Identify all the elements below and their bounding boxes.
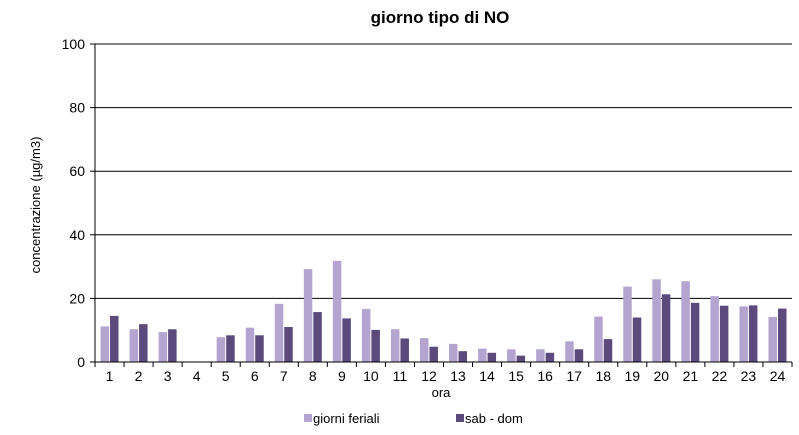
x-tick-label: 11 [393, 368, 408, 384]
bar-sab-dom [255, 335, 264, 362]
x-tick-label: 9 [338, 368, 346, 384]
x-tick-label: 2 [135, 368, 143, 384]
x-tick-label: 15 [508, 368, 524, 384]
bar-giorni-feriali [361, 308, 371, 362]
bar-giorni-feriali [419, 338, 429, 362]
x-tick-label: 23 [741, 368, 757, 384]
x-tick-label: 17 [566, 368, 582, 384]
bar-giorni-feriali [768, 316, 777, 362]
x-tick-label: 21 [683, 368, 699, 384]
y-tick-label: 20 [69, 290, 85, 306]
bar-giorni-feriali [449, 343, 458, 362]
legend-label: sab - dom [465, 411, 523, 426]
x-tick-label: 14 [479, 368, 495, 384]
x-tick-label: 18 [595, 368, 611, 384]
x-tick-label: 4 [193, 368, 201, 384]
x-axis-ticks: 1 2 3 4 5 6 7 8 9 10 11 12 13 14 15 16 17 18 19 20 21 22 23 24 [94, 362, 793, 384]
bar-sab-dom [226, 335, 235, 362]
bar-sab-dom [574, 349, 584, 362]
bar-giorni-feriali [623, 286, 632, 362]
x-tick-label: 20 [654, 368, 670, 384]
bar-giorni-feriali [216, 337, 226, 362]
bar-sab-dom [168, 329, 177, 362]
bar-giorni-feriali [478, 348, 487, 362]
bar-sab-dom [371, 329, 380, 362]
x-tick-label: 1 [106, 368, 114, 384]
bar-giorni-feriali [303, 269, 313, 362]
x-tick-label: 10 [363, 368, 379, 384]
bar-giorni-feriali [652, 279, 661, 362]
bar-giorni-feriali [681, 281, 690, 362]
x-axis-title: ora [432, 385, 452, 400]
bar-giorni-feriali [332, 260, 342, 362]
x-tick-label: 19 [624, 368, 640, 384]
x-tick-label: 3 [164, 368, 172, 384]
bar-sab-dom [458, 351, 468, 362]
x-tick-label: 8 [309, 368, 317, 384]
bar-giorni-feriali [158, 332, 168, 362]
bar-sab-dom [342, 318, 351, 362]
bar-sab-dom [429, 346, 438, 362]
x-tick-label: 7 [280, 368, 288, 384]
bar-sab-dom [719, 305, 729, 362]
y-tick-label: 100 [62, 36, 86, 52]
legend: giorni feriali sab - dom [304, 411, 523, 426]
bar-sab-dom [110, 315, 119, 362]
y-tick-label: 60 [69, 163, 85, 179]
bar-giorni-feriali [507, 349, 516, 362]
bar-sab-dom [313, 312, 322, 362]
x-tick-label: 12 [421, 368, 437, 384]
x-tick-label: 16 [537, 368, 553, 384]
bar-giorni-feriali [274, 303, 284, 362]
bar-giorni-feriali [100, 326, 110, 362]
x-tick-label: 24 [770, 368, 786, 384]
bar-sab-dom [545, 352, 555, 362]
bar-sab-dom [748, 305, 758, 362]
bar-sab-dom [487, 352, 497, 362]
bar-sab-dom [690, 302, 700, 362]
bar-sab-dom [516, 355, 526, 362]
bar-sab-dom [400, 338, 409, 362]
x-tick-label: 5 [222, 368, 230, 384]
bar-giorni-feriali [390, 329, 400, 362]
bar-sab-dom [284, 327, 293, 362]
bar-sab-dom [661, 294, 671, 362]
bar-giorni-feriali [129, 329, 139, 362]
bar-giorni-feriali [565, 341, 574, 362]
legend-swatch [304, 414, 312, 422]
y-tick-label: 80 [69, 100, 85, 116]
bar-giorni-feriali [536, 349, 545, 362]
legend-label: giorni feriali [313, 411, 380, 426]
bar-sab-dom [632, 317, 642, 362]
chart-title: giorno tipo di NO [371, 8, 510, 27]
y-tick-label: 40 [69, 227, 85, 243]
bar-giorni-feriali [594, 316, 603, 362]
bars [100, 260, 787, 362]
bar-sab-dom [139, 324, 148, 362]
y-tick-label: 0 [77, 354, 85, 370]
bar-sab-dom [777, 308, 787, 362]
legend-swatch [456, 414, 464, 422]
bar-sab-dom [603, 339, 613, 362]
gridlines [95, 43, 792, 299]
x-tick-label: 13 [450, 368, 466, 384]
bar-giorni-feriali [245, 327, 255, 362]
x-tick-label: 6 [251, 368, 259, 384]
y-axis-ticks: 0 20 40 60 80 100 [62, 36, 95, 370]
y-axis-title: concentrazione (µg/m3) [28, 137, 43, 274]
x-tick-label: 22 [712, 368, 728, 384]
bar-giorni-feriali [710, 296, 719, 362]
bar-giorni-feriali [739, 306, 748, 362]
